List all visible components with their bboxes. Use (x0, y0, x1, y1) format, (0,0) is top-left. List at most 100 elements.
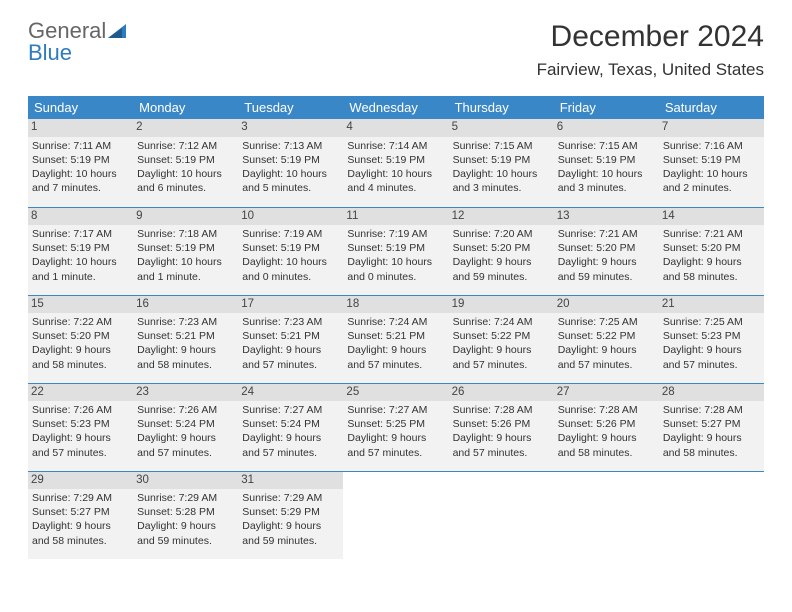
day-number: 25 (343, 384, 448, 402)
sunset-text: Sunset: 5:19 PM (137, 153, 234, 167)
title-block: December 2024 Fairview, Texas, United St… (537, 20, 764, 80)
day-cell: 25Sunrise: 7:27 AMSunset: 5:25 PMDayligh… (343, 384, 448, 471)
sunset-text: Sunset: 5:19 PM (242, 153, 339, 167)
day-cell: 2Sunrise: 7:12 AMSunset: 5:19 PMDaylight… (133, 119, 238, 207)
weekday-header: Tuesday (238, 96, 343, 119)
weekday-header: Saturday (659, 96, 764, 119)
calendar-cell: 7Sunrise: 7:16 AMSunset: 5:19 PMDaylight… (659, 119, 764, 207)
sunset-text: Sunset: 5:24 PM (242, 417, 339, 431)
day-cell: 7Sunrise: 7:16 AMSunset: 5:19 PMDaylight… (659, 119, 764, 207)
sunset-text: Sunset: 5:19 PM (663, 153, 760, 167)
calendar-cell: 16Sunrise: 7:23 AMSunset: 5:21 PMDayligh… (133, 295, 238, 383)
daylight-text: Daylight: 9 hours and 58 minutes. (663, 431, 760, 459)
sunset-text: Sunset: 5:22 PM (558, 329, 655, 343)
calendar-week-row: 8Sunrise: 7:17 AMSunset: 5:19 PMDaylight… (28, 207, 764, 295)
daylight-text: Daylight: 9 hours and 57 minutes. (137, 431, 234, 459)
sunset-text: Sunset: 5:22 PM (453, 329, 550, 343)
day-cell: 10Sunrise: 7:19 AMSunset: 5:19 PMDayligh… (238, 208, 343, 295)
sunset-text: Sunset: 5:19 PM (453, 153, 550, 167)
daylight-text: Daylight: 10 hours and 1 minute. (32, 255, 129, 283)
daylight-text: Daylight: 9 hours and 59 minutes. (453, 255, 550, 283)
daylight-text: Daylight: 10 hours and 0 minutes. (347, 255, 444, 283)
daylight-text: Daylight: 9 hours and 57 minutes. (453, 343, 550, 371)
calendar-cell: 21Sunrise: 7:25 AMSunset: 5:23 PMDayligh… (659, 295, 764, 383)
calendar-cell: 27Sunrise: 7:28 AMSunset: 5:26 PMDayligh… (554, 383, 659, 471)
weekday-header: Friday (554, 96, 659, 119)
sunrise-text: Sunrise: 7:21 AM (558, 227, 655, 241)
day-number: 4 (343, 119, 448, 137)
day-number: 11 (343, 208, 448, 226)
sunset-text: Sunset: 5:24 PM (137, 417, 234, 431)
logo-text-blue: Blue (28, 40, 72, 65)
day-cell: 9Sunrise: 7:18 AMSunset: 5:19 PMDaylight… (133, 208, 238, 295)
sunset-text: Sunset: 5:19 PM (558, 153, 655, 167)
sunset-text: Sunset: 5:19 PM (347, 241, 444, 255)
sunrise-text: Sunrise: 7:22 AM (32, 315, 129, 329)
calendar-cell (554, 471, 659, 559)
page-subtitle: Fairview, Texas, United States (537, 60, 764, 80)
calendar-cell: 12Sunrise: 7:20 AMSunset: 5:20 PMDayligh… (449, 207, 554, 295)
day-number: 8 (28, 208, 133, 226)
calendar-cell: 4Sunrise: 7:14 AMSunset: 5:19 PMDaylight… (343, 119, 448, 207)
calendar-cell: 28Sunrise: 7:28 AMSunset: 5:27 PMDayligh… (659, 383, 764, 471)
sunset-text: Sunset: 5:26 PM (558, 417, 655, 431)
sunrise-text: Sunrise: 7:28 AM (663, 403, 760, 417)
day-cell: 17Sunrise: 7:23 AMSunset: 5:21 PMDayligh… (238, 296, 343, 383)
calendar-cell: 3Sunrise: 7:13 AMSunset: 5:19 PMDaylight… (238, 119, 343, 207)
day-cell: 20Sunrise: 7:25 AMSunset: 5:22 PMDayligh… (554, 296, 659, 383)
day-cell: 16Sunrise: 7:23 AMSunset: 5:21 PMDayligh… (133, 296, 238, 383)
day-cell: 27Sunrise: 7:28 AMSunset: 5:26 PMDayligh… (554, 384, 659, 471)
daylight-text: Daylight: 9 hours and 57 minutes. (347, 343, 444, 371)
day-number: 29 (28, 472, 133, 490)
calendar-cell: 19Sunrise: 7:24 AMSunset: 5:22 PMDayligh… (449, 295, 554, 383)
sunrise-text: Sunrise: 7:27 AM (242, 403, 339, 417)
calendar-cell (449, 471, 554, 559)
day-number: 3 (238, 119, 343, 137)
calendar-cell: 10Sunrise: 7:19 AMSunset: 5:19 PMDayligh… (238, 207, 343, 295)
daylight-text: Daylight: 9 hours and 58 minutes. (137, 343, 234, 371)
day-cell: 28Sunrise: 7:28 AMSunset: 5:27 PMDayligh… (659, 384, 764, 471)
sunset-text: Sunset: 5:27 PM (663, 417, 760, 431)
day-number: 26 (449, 384, 554, 402)
sunrise-text: Sunrise: 7:29 AM (32, 491, 129, 505)
day-cell: 30Sunrise: 7:29 AMSunset: 5:28 PMDayligh… (133, 472, 238, 560)
calendar-cell: 17Sunrise: 7:23 AMSunset: 5:21 PMDayligh… (238, 295, 343, 383)
daylight-text: Daylight: 10 hours and 2 minutes. (663, 167, 760, 195)
sunrise-text: Sunrise: 7:14 AM (347, 139, 444, 153)
day-cell: 8Sunrise: 7:17 AMSunset: 5:19 PMDaylight… (28, 208, 133, 295)
day-number: 7 (659, 119, 764, 137)
sunset-text: Sunset: 5:21 PM (242, 329, 339, 343)
day-number: 13 (554, 208, 659, 226)
logo-sail-icon (108, 20, 128, 42)
day-number: 10 (238, 208, 343, 226)
daylight-text: Daylight: 9 hours and 58 minutes. (663, 255, 760, 283)
day-number: 21 (659, 296, 764, 314)
sunset-text: Sunset: 5:20 PM (558, 241, 655, 255)
sunset-text: Sunset: 5:19 PM (137, 241, 234, 255)
weekday-header: Thursday (449, 96, 554, 119)
calendar-week-row: 15Sunrise: 7:22 AMSunset: 5:20 PM Dayligh… (28, 295, 764, 383)
sunset-text: Sunset: 5:29 PM (242, 505, 339, 519)
day-cell: 6Sunrise: 7:15 AMSunset: 5:19 PMDaylight… (554, 119, 659, 207)
sunset-text: Sunset: 5:21 PM (137, 329, 234, 343)
sunset-text: Sunset: 5:27 PM (32, 505, 129, 519)
calendar-cell: 11Sunrise: 7:19 AMSunset: 5:19 PMDayligh… (343, 207, 448, 295)
calendar-cell: 31Sunrise: 7:29 AMSunset: 5:29 PMDayligh… (238, 471, 343, 559)
sunset-text: Sunset: 5:19 PM (32, 153, 129, 167)
day-number: 15 (28, 296, 133, 314)
day-number: 9 (133, 208, 238, 226)
calendar-cell: 2Sunrise: 7:12 AMSunset: 5:19 PMDaylight… (133, 119, 238, 207)
day-cell: 24Sunrise: 7:27 AMSunset: 5:24 PMDayligh… (238, 384, 343, 471)
sunset-text: Sunset: 5:19 PM (242, 241, 339, 255)
day-cell: 13Sunrise: 7:21 AMSunset: 5:20 PMDayligh… (554, 208, 659, 295)
sunset-text: Sunset: 5:26 PM (453, 417, 550, 431)
sunrise-text: Sunrise: 7:15 AM (558, 139, 655, 153)
sunrise-text: Sunrise: 7:26 AM (137, 403, 234, 417)
sunrise-text: Sunrise: 7:19 AM (347, 227, 444, 241)
day-number: 5 (449, 119, 554, 137)
sunset-text: Sunset: 5:20 PM (32, 329, 129, 343)
daylight-text: Daylight: 9 hours and 59 minutes. (137, 519, 234, 547)
calendar-cell: 26Sunrise: 7:28 AMSunset: 5:26 PMDayligh… (449, 383, 554, 471)
sunrise-text: Sunrise: 7:28 AM (558, 403, 655, 417)
day-number: 12 (449, 208, 554, 226)
